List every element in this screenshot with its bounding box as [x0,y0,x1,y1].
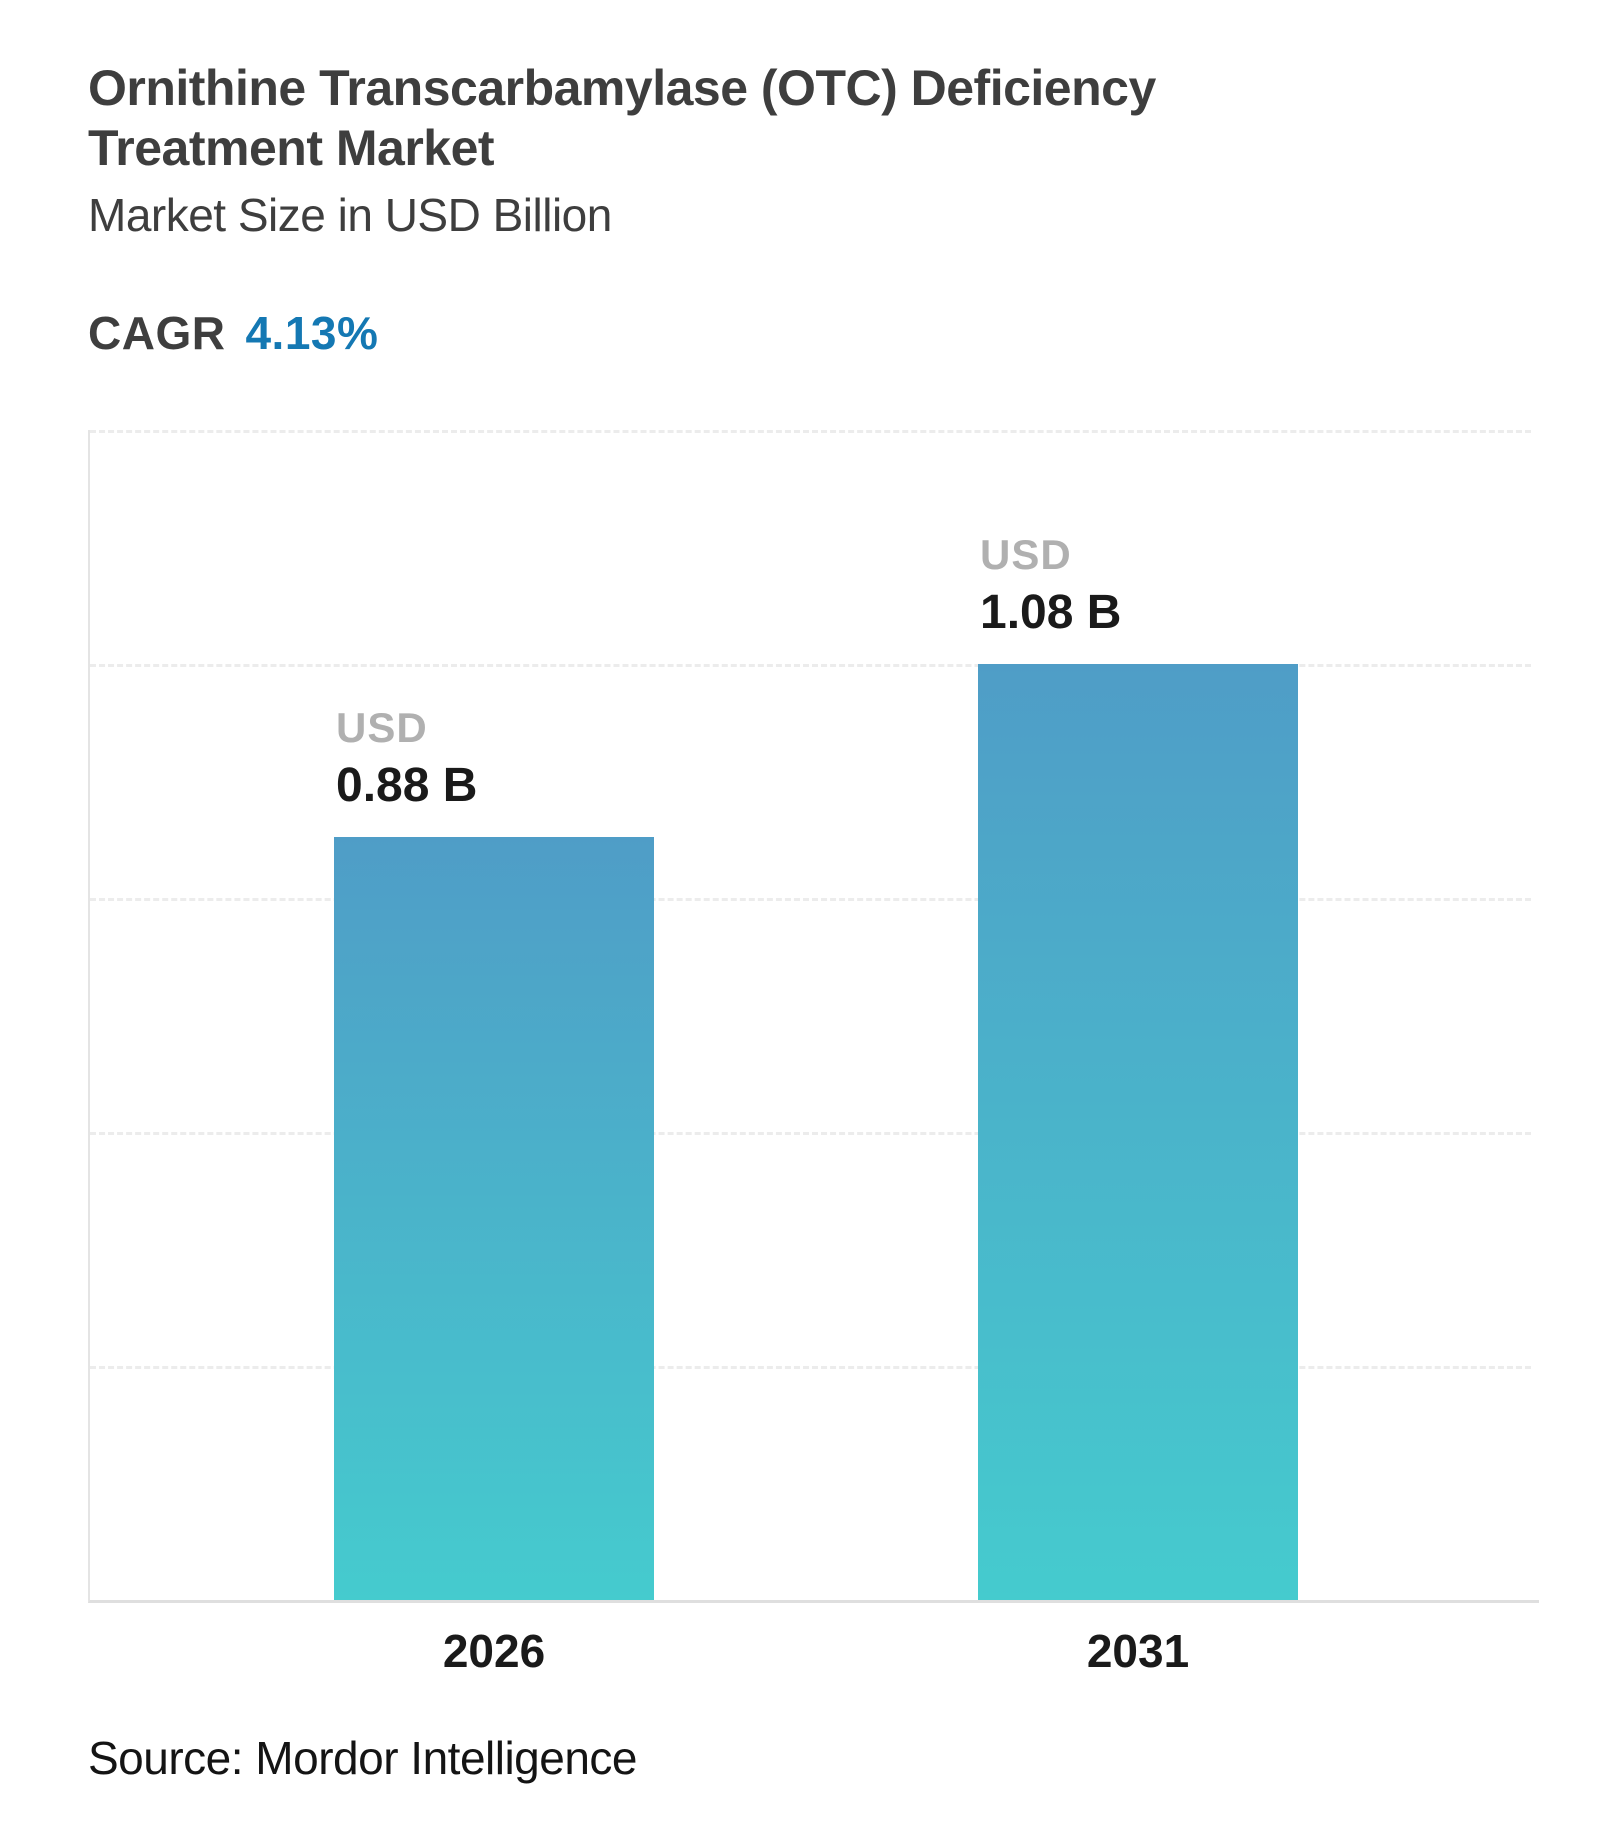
plot-area: USD 0.88 B 2026 USD 1.08 B 2031 [88,430,1539,1677]
header: Ornithine Transcarbamylase (OTC) Deficie… [88,58,1537,242]
bar-label-stack: USD 0.88 B [336,704,477,813]
cagr-row: CAGR 4.13% [88,306,1537,360]
bar-unit-label: USD [980,531,1072,578]
chart-title: Ornithine Transcarbamylase (OTC) Deficie… [88,58,1537,178]
bar-2026 [334,837,654,1600]
cagr-value: 4.13% [245,307,379,359]
bar-value-label: 0.88 B [336,759,478,812]
cagr-label: CAGR [88,307,226,359]
gridline [90,1132,1531,1135]
bar-group-2031: USD 1.08 B 2031 [978,430,1298,1677]
bar-label-stack: USD 1.08 B [980,531,1121,640]
gridline [90,898,1531,901]
chart-title-line1: Ornithine Transcarbamylase (OTC) Deficie… [88,60,1156,116]
source-note: Source: Mordor Intelligence [88,1732,638,1784]
chart-title-line2: Treatment Market [88,120,495,176]
page: Ornithine Transcarbamylase (OTC) Deficie… [88,58,1539,1784]
chart-subtitle: Market Size in USD Billion [88,189,612,241]
bar-unit-label: USD [336,704,428,751]
x-axis-label-2031: 2031 [1086,1625,1190,1677]
gridline [90,430,1531,433]
bar-2031 [978,664,1298,1600]
bar-group-2026: USD 0.88 B 2026 [334,430,654,1677]
x-axis-label-2026: 2026 [442,1625,546,1677]
gridline [90,664,1531,667]
gridline [90,1366,1531,1369]
bar-value-label: 1.08 B [980,586,1122,639]
